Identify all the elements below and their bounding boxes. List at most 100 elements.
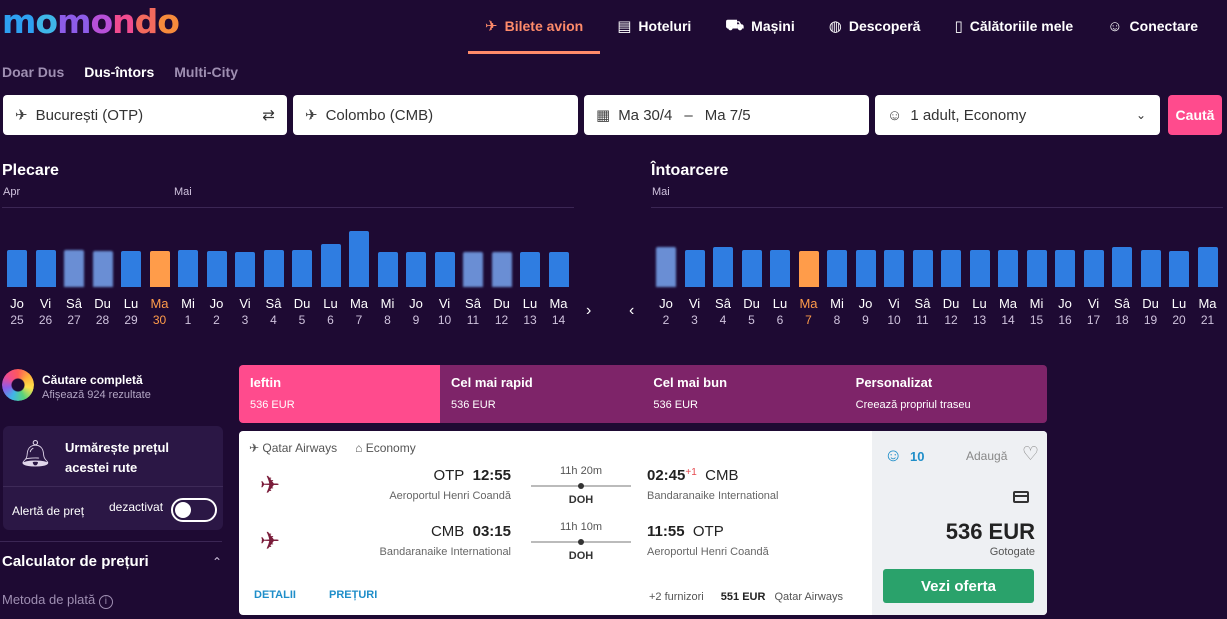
price-bar[interactable]: [292, 250, 312, 287]
tab-best[interactable]: Cel mai bun 536 EUR: [642, 365, 845, 423]
providers-link[interactable]: +2 furnizori 551 EUR Qatar Airways: [649, 591, 843, 603]
price-bar[interactable]: [656, 247, 676, 287]
calendar-day[interactable]: Vi 3: [231, 296, 259, 328]
calendar-day[interactable]: Du 12: [488, 296, 516, 328]
nav-cars[interactable]: ⛟ Mașini: [708, 0, 811, 52]
calendar-day[interactable]: Du 28: [89, 296, 117, 328]
price-bar[interactable]: [406, 252, 426, 287]
nav-hotels[interactable]: ▤ Hoteluri: [600, 0, 708, 52]
calendar-day[interactable]: Jo 9: [402, 296, 430, 328]
price-bar[interactable]: [827, 250, 847, 287]
calendar-day[interactable]: Lu 20: [1165, 296, 1193, 328]
price-bar[interactable]: [121, 251, 141, 287]
price-bar[interactable]: [7, 250, 27, 287]
calendar-day[interactable]: Vi 10: [431, 296, 459, 328]
nav-flights[interactable]: ✈ Bilete avion: [468, 0, 601, 54]
price-bar[interactable]: [377, 252, 398, 287]
price-bar[interactable]: [149, 251, 170, 287]
price-bar[interactable]: [969, 250, 990, 287]
calendar-day[interactable]: Jo 9: [852, 296, 880, 328]
nav-explore[interactable]: ◍ Descoperă: [812, 0, 938, 52]
price-alert-toggle[interactable]: [171, 498, 217, 522]
calendar-day[interactable]: Ma 30: [146, 296, 174, 328]
calendar-day[interactable]: Sâ 18: [1108, 296, 1136, 328]
price-bar[interactable]: [1197, 247, 1218, 287]
chevron-right-icon[interactable]: ›: [586, 302, 592, 319]
origin-field[interactable]: ✈ București (OTP) ⇄: [3, 95, 287, 135]
trip-type-oneway[interactable]: Doar Dus: [2, 64, 65, 80]
calendar-day[interactable]: Jo 2: [652, 296, 680, 328]
passengers-field[interactable]: ☺ 1 adult, Economy ⌄: [875, 95, 1160, 135]
calendar-day[interactable]: Jo 2: [203, 296, 231, 328]
prices-link[interactable]: PREȚURI: [329, 589, 378, 601]
calendar-day[interactable]: Sâ 11: [909, 296, 937, 328]
price-bar[interactable]: [1112, 247, 1132, 287]
calendar-day[interactable]: Mi 8: [823, 296, 851, 328]
calendar-day[interactable]: Sâ 4: [709, 296, 737, 328]
calendar-day[interactable]: Lu 6: [766, 296, 794, 328]
price-bar[interactable]: [798, 251, 819, 287]
date-to[interactable]: Ma 7/5: [704, 106, 751, 124]
date-from[interactable]: Ma 30/4: [618, 106, 673, 124]
calendar-day[interactable]: Lu 29: [117, 296, 145, 328]
price-bar[interactable]: [912, 250, 933, 287]
calendar-day[interactable]: Ma 7: [795, 296, 823, 328]
price-bar[interactable]: [463, 252, 483, 287]
tab-fastest[interactable]: Cel mai rapid 536 EUR: [440, 365, 643, 423]
price-bar[interactable]: [206, 251, 227, 287]
search-button[interactable]: Caută: [1168, 95, 1222, 135]
price-bar[interactable]: [1140, 250, 1161, 287]
calendar-day[interactable]: Du 19: [1137, 296, 1165, 328]
trip-type-roundtrip[interactable]: Dus-întors: [84, 64, 155, 80]
calendar-day[interactable]: Ma 14: [994, 296, 1022, 328]
tab-custom[interactable]: Personalizat Creează propriul traseu: [844, 365, 1047, 423]
price-bar[interactable]: [434, 252, 455, 287]
price-bar[interactable]: [35, 250, 56, 287]
price-bar[interactable]: [713, 247, 733, 287]
calendar-day[interactable]: Mi 8: [374, 296, 402, 328]
price-bar[interactable]: [1083, 250, 1104, 287]
chevron-up-icon[interactable]: ⌃: [212, 555, 223, 569]
price-bar[interactable]: [998, 250, 1018, 287]
calendar-day[interactable]: Lu 6: [317, 296, 345, 328]
view-offer-button[interactable]: Vezi oferta: [883, 569, 1034, 603]
calendar-day[interactable]: Ma 14: [545, 296, 573, 328]
nav-login[interactable]: ☺ Conectare: [1090, 0, 1215, 52]
trip-type-multicity[interactable]: Multi-City: [174, 64, 238, 80]
calendar-day[interactable]: Du 12: [937, 296, 965, 328]
price-bar[interactable]: [320, 244, 341, 287]
price-bar[interactable]: [64, 250, 84, 287]
info-icon[interactable]: i: [98, 595, 113, 609]
calendar-day[interactable]: Vi 17: [1080, 296, 1108, 328]
date-field[interactable]: ▦ Ma 30/4 – Ma 7/5: [584, 95, 869, 135]
details-link[interactable]: DETALII: [254, 589, 296, 601]
calendar-day[interactable]: Sâ 27: [60, 296, 88, 328]
price-bar[interactable]: [1055, 250, 1075, 287]
calendar-day[interactable]: Vi 26: [32, 296, 60, 328]
chevron-left-icon[interactable]: ‹: [629, 302, 635, 319]
calendar-day[interactable]: Du 5: [738, 296, 766, 328]
calendar-day[interactable]: Sâ 11: [459, 296, 487, 328]
calendar-day[interactable]: Sâ 4: [260, 296, 288, 328]
result-card[interactable]: ✈ Qatar Airways ⌂ Economy ✈ OTP 12:55 Ae…: [239, 431, 1047, 615]
price-bar[interactable]: [263, 250, 284, 287]
destination-field[interactable]: ✈ Colombo (CMB): [293, 95, 578, 135]
heart-icon[interactable]: ♡: [1022, 444, 1040, 465]
calendar-day[interactable]: Lu 13: [966, 296, 994, 328]
price-bar[interactable]: [1169, 251, 1189, 287]
price-bar[interactable]: [520, 252, 540, 287]
swap-icon[interactable]: ⇄: [262, 107, 275, 124]
price-bar[interactable]: [349, 231, 369, 287]
calendar-day[interactable]: Jo 16: [1051, 296, 1079, 328]
price-bar[interactable]: [855, 250, 876, 287]
price-bar[interactable]: [178, 250, 198, 287]
calculator-title[interactable]: Calculator de prețuri: [2, 553, 149, 570]
calendar-day[interactable]: Ma 7: [345, 296, 373, 328]
calendar-day[interactable]: Mi 1: [174, 296, 202, 328]
price-bar[interactable]: [92, 251, 113, 287]
calendar-day[interactable]: Ma 21: [1194, 296, 1222, 328]
calendar-day[interactable]: Vi 10: [880, 296, 908, 328]
price-bar[interactable]: [491, 252, 512, 287]
nav-trips[interactable]: ▯ Călătoriile mele: [937, 0, 1090, 52]
price-bar[interactable]: [741, 250, 762, 287]
